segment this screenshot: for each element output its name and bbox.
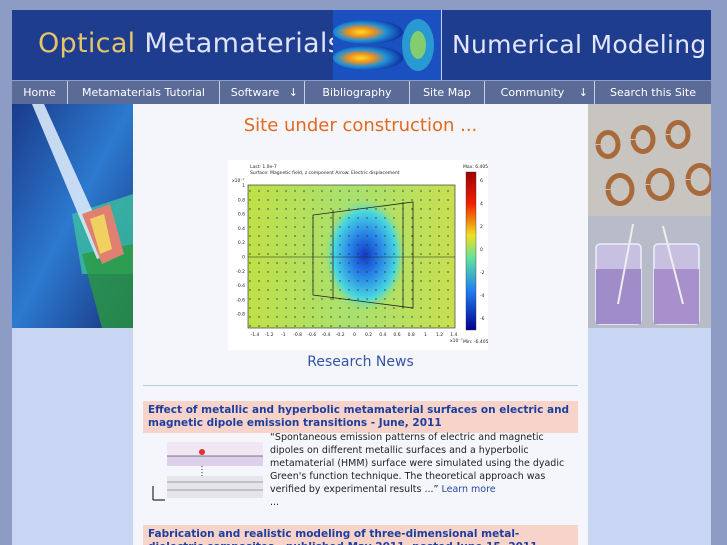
nav-item[interactable]: Community ↓ <box>485 81 595 104</box>
y-tick-label: -0.6 <box>236 297 245 303</box>
nav-bar: Home Metamaterials Tutorial Software ↓ Bibli… <box>12 81 711 104</box>
y-tick-label: -0.4 <box>236 283 245 289</box>
nav-item[interactable]: Search this Site <box>595 81 711 104</box>
site-title: Optical Metamaterials: <box>38 28 351 59</box>
x-tick-label: 0 <box>353 332 356 338</box>
figure-caption: Last: 1.0e-7 <box>250 164 277 170</box>
axis-exponent: x10⁻⁷ <box>450 338 463 344</box>
colorbar-tick-label: -2 <box>480 270 485 276</box>
nav-item[interactable]: Home <box>12 81 68 104</box>
nav-arrow[interactable]: ↓ <box>288 86 298 99</box>
separator <box>143 385 578 386</box>
y-tick-label: 0.8 <box>238 197 245 203</box>
colorbar-tick-label: 0 <box>480 247 483 253</box>
title-word: Metamaterials: <box>144 28 352 59</box>
divider <box>441 10 442 80</box>
figure-caption: Surface: Magnetic field, z component Arr… <box>250 170 400 176</box>
x-tick-label: -0.6 <box>307 332 316 338</box>
laser-image <box>12 104 133 328</box>
x-tick-label: 1 <box>424 332 427 338</box>
x-tick-label: -0.2 <box>336 332 345 338</box>
nav-item[interactable]: Site Map <box>410 81 485 104</box>
y-tick-label: 1 <box>242 183 245 189</box>
x-tick-label: -0.4 <box>322 332 331 338</box>
y-tick-label: -0.2 <box>236 269 245 275</box>
nav-label[interactable]: Community <box>500 86 565 99</box>
y-tick-label: -0.8 <box>236 312 245 318</box>
learn-more-link[interactable]: Learn more <box>441 484 496 495</box>
y-tick-label: 0.2 <box>238 240 245 246</box>
news-ellipsis: ... <box>270 497 280 508</box>
nav-item[interactable]: Bibliography <box>305 81 410 104</box>
x-tick-label: 0.4 <box>379 332 386 338</box>
news-diagram <box>152 442 263 501</box>
nav-item[interactable]: Metamaterials Tutorial <box>68 81 220 104</box>
colorbar-tick-label: 4 <box>480 201 483 207</box>
nav-arrow[interactable]: ↓ <box>578 86 588 99</box>
site-subtitle: Numerical Modeling <box>452 30 707 59</box>
y-tick-label: 0.4 <box>238 226 245 232</box>
header-image <box>333 10 441 80</box>
right-column <box>588 104 715 545</box>
x-tick-label: -1.4 <box>251 332 260 338</box>
colorbar-tick-label: 6 <box>480 178 483 184</box>
y-tick-label: 0 <box>242 255 245 261</box>
nav-item[interactable]: Software ↓ <box>220 81 305 104</box>
colorbar-min: Min: -6.405 <box>463 339 488 345</box>
title-word: Optical <box>38 28 136 59</box>
news-title[interactable]: Effect of metallic and hyperbolic metama… <box>143 401 578 433</box>
nav-label[interactable]: Home <box>23 86 56 99</box>
x-tick-label: -1.2 <box>265 332 274 338</box>
y-tick-label: 0.6 <box>238 212 245 218</box>
header: Optical Metamaterials: Numerical Modelin… <box>12 10 711 80</box>
axis-exponent: x10⁻⁷ <box>232 178 245 184</box>
colorbar-tick-label: -4 <box>480 293 485 299</box>
x-tick-label: -1 <box>281 332 286 338</box>
x-tick-label: 0.2 <box>365 332 372 338</box>
nav-label[interactable]: Bibliography <box>322 86 392 99</box>
page-heading: Site under construction ... <box>243 115 478 136</box>
news-title[interactable]: Fabrication and realistic modeling of th… <box>143 525 578 545</box>
left-column <box>12 104 133 545</box>
x-tick-label: 1.2 <box>436 332 443 338</box>
x-tick-label: 0.6 <box>393 332 400 338</box>
x-tick-label: 1.4 <box>450 332 457 338</box>
nav-label[interactable]: Site Map <box>423 86 471 99</box>
nav-label[interactable]: Metamaterials Tutorial <box>82 86 205 99</box>
colorbar-max: Max: 6.405 <box>463 164 488 170</box>
news-text: “Spontaneous emission patterns of electr… <box>270 432 565 495</box>
nav-label[interactable]: Search this Site <box>610 86 696 99</box>
x-tick-label: -0.8 <box>293 332 302 338</box>
content: Site under construction ... Last: 1.0e-7… <box>133 104 588 545</box>
x-tick-label: 0.8 <box>408 332 415 338</box>
colorbar-tick-label: 2 <box>480 224 483 230</box>
news-summary: “Spontaneous emission patterns of electr… <box>270 431 578 509</box>
section-title: Research News <box>307 354 414 370</box>
colorbar-tick-label: -6 <box>480 316 485 322</box>
side-images <box>588 104 715 328</box>
nav-label[interactable]: Software <box>230 86 280 99</box>
